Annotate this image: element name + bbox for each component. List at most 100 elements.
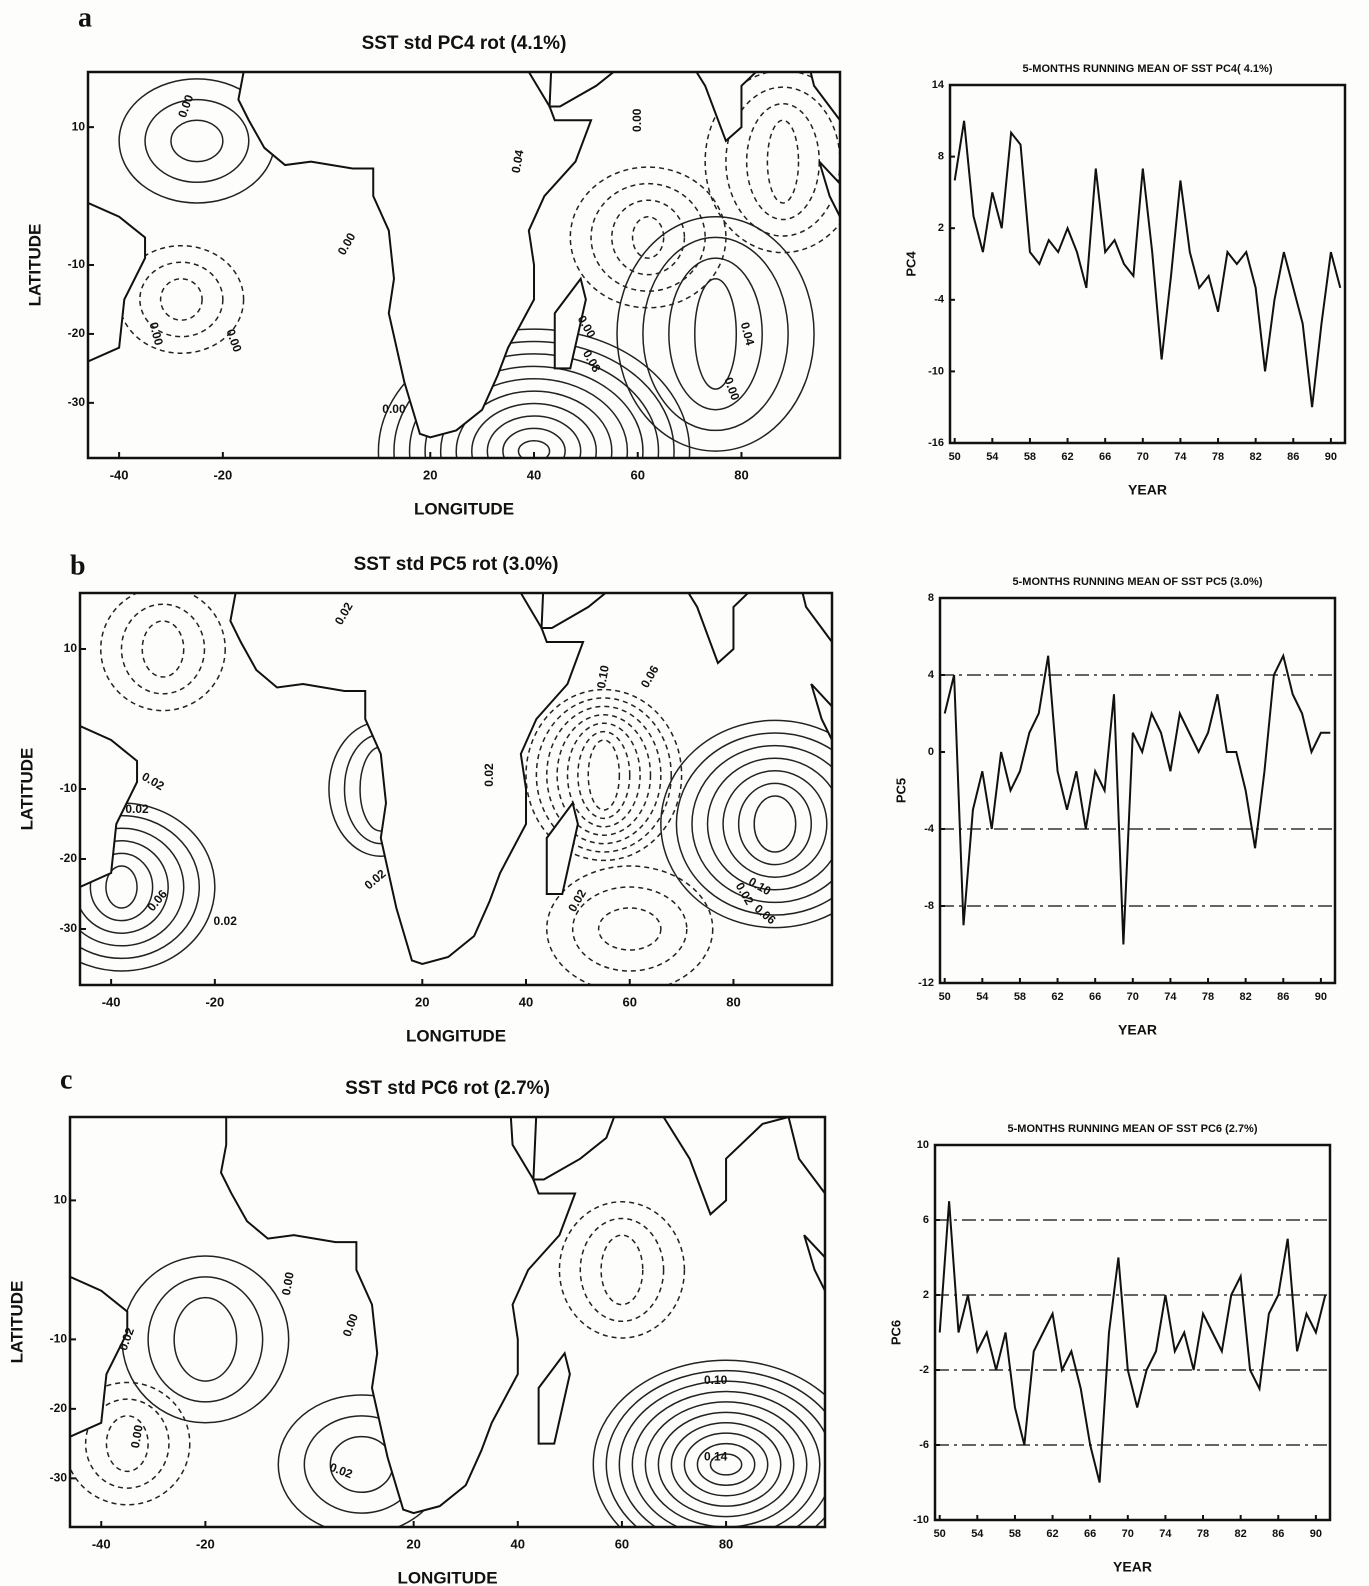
contour-label: 0.00 [146, 321, 166, 347]
land [537, 1350, 571, 1445]
land [548, 72, 616, 108]
contour-line [704, 72, 840, 254]
x-tick-label: 82 [1240, 991, 1252, 1003]
x-tick-label: 60 [623, 994, 637, 1009]
x-tick-label: 54 [971, 1528, 984, 1540]
land [818, 160, 840, 219]
x-tick-label: 78 [1212, 451, 1224, 463]
contour-line [569, 166, 727, 309]
contour-line [644, 1401, 808, 1527]
plot-area [940, 652, 1335, 945]
contour-line [84, 1398, 170, 1489]
contour-line [173, 1296, 238, 1382]
contour-line [80, 840, 169, 934]
y-tick-label: -10 [928, 365, 944, 377]
y-axis-title: LATITUDE [7, 1281, 26, 1364]
x-tick-label: 80 [734, 467, 748, 482]
plot-area [953, 120, 1342, 408]
x-tick-label: 60 [615, 1536, 629, 1551]
contour-label: 0.04 [738, 321, 758, 347]
x-tick-label: 78 [1202, 991, 1214, 1003]
plot-frame [78, 591, 834, 987]
contour-line [597, 907, 662, 951]
contour-line [616, 215, 815, 452]
contour-line [535, 697, 672, 853]
y-tick-label: -10 [913, 1514, 929, 1526]
x-tick-label: 70 [1127, 991, 1139, 1003]
chart-title: 5-MONTHS RUNNING MEAN OF SST PC6 (2.7%) [1008, 1123, 1258, 1135]
contour-line [139, 261, 224, 338]
contour-line [105, 865, 138, 909]
contour-label: 0.02 [482, 763, 496, 787]
x-tick-label: 60 [631, 467, 645, 482]
chart-title: SST std PC6 rot (2.7%) [345, 1078, 550, 1099]
x-tick-label: 66 [1084, 1528, 1096, 1540]
contour-line [592, 1359, 825, 1527]
land [219, 1117, 577, 1515]
x-axis-title: LONGITUDE [414, 499, 514, 518]
x-tick-label: 40 [527, 467, 541, 482]
y-tick-label: -10 [60, 781, 78, 795]
contour-line [424, 365, 644, 458]
y-tick-label: -20 [50, 1401, 68, 1415]
y-tick-label: -2 [919, 1364, 929, 1376]
y-tick-label: -8 [924, 900, 934, 912]
land [80, 724, 139, 889]
contour-line [605, 1369, 825, 1527]
contour-label: 0.00 [630, 108, 644, 132]
x-tick-label: 54 [986, 451, 999, 463]
x-tick-label: 90 [1310, 1528, 1322, 1540]
y-axis-title: PC6 [888, 1320, 903, 1345]
contour-line [691, 744, 832, 904]
y-tick-label: -4 [934, 294, 945, 306]
contour-line [393, 340, 675, 458]
x-tick-label: -20 [205, 994, 224, 1009]
data-line [938, 1201, 1327, 1483]
contour-label: 0.10 [704, 1373, 728, 1387]
contour-line [722, 770, 828, 878]
x-tick-label: 40 [511, 1536, 525, 1551]
data-line [943, 652, 1331, 945]
x-tick-label: 62 [1051, 991, 1063, 1003]
x-tick-label: 78 [1197, 1528, 1209, 1540]
plot-area [935, 1201, 1330, 1483]
x-axis-title: YEAR [1128, 482, 1167, 498]
plot-area [88, 72, 840, 458]
x-tick-label: 20 [423, 467, 437, 482]
x-tick-label: -40 [110, 467, 129, 482]
x-tick-label: 54 [976, 991, 989, 1003]
x-tick-label: 58 [1009, 1528, 1021, 1540]
land [532, 1117, 616, 1181]
land [70, 1275, 129, 1438]
contour-line [502, 427, 566, 458]
y-tick-label: -16 [928, 437, 944, 449]
contour-line [683, 1432, 769, 1497]
x-tick-label: 50 [934, 1528, 946, 1540]
contour-label: 0.10 [594, 664, 612, 690]
x-tick-label: 58 [1014, 991, 1026, 1003]
x-tick-label: 20 [415, 994, 429, 1009]
contour-line [517, 440, 551, 458]
contour-line [590, 182, 706, 292]
y-tick-label: -4 [924, 823, 935, 835]
x-tick-label: 62 [1046, 1528, 1058, 1540]
contour-line [600, 1234, 644, 1306]
x-tick-label: 66 [1099, 451, 1111, 463]
x-tick-label: -20 [213, 467, 232, 482]
contour-line [618, 1380, 825, 1527]
contour-line [611, 199, 686, 276]
plot-frame [938, 596, 1337, 985]
contour-line [675, 732, 832, 916]
plot-frame [933, 1143, 1332, 1522]
land [810, 683, 832, 743]
contour-line [753, 795, 797, 853]
land [229, 593, 585, 966]
plot-frame [68, 1115, 827, 1529]
contour-line [556, 714, 652, 836]
contour-line [558, 1201, 686, 1339]
x-tick-label: -40 [92, 1536, 111, 1551]
y-tick-label: -30 [50, 1471, 68, 1485]
contour-line [439, 378, 629, 458]
contour-line [408, 353, 660, 458]
